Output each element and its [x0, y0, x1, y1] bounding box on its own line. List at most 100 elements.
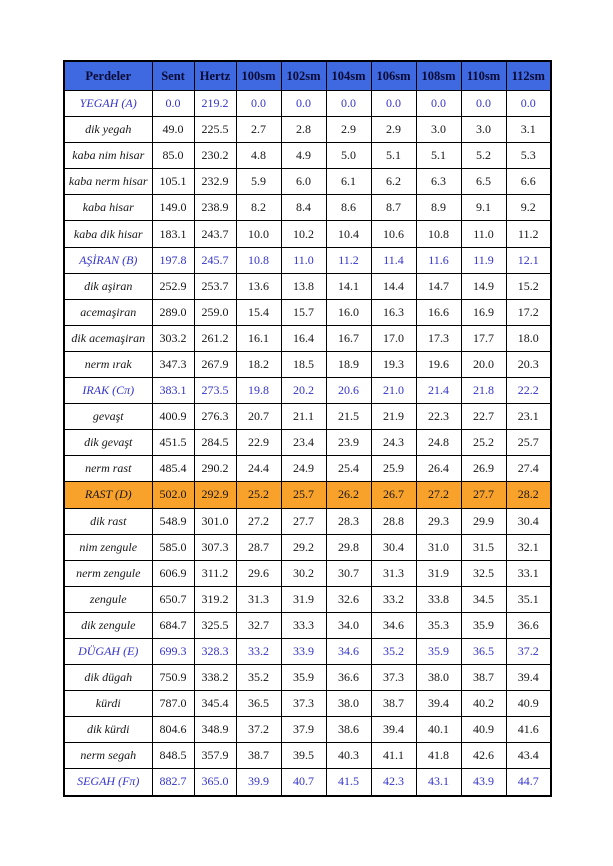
value-cell: 24.4	[235, 455, 282, 483]
perde-name-cell: dik yegah	[63, 116, 153, 144]
table-row: dik kürdi 804.6 348.9 37.2 37.9 38.6 39.4 40.1 4…	[63, 716, 552, 744]
value-cell: 10.6	[370, 220, 417, 248]
value-cell: 20.6	[325, 377, 372, 405]
value-cell: 32.7	[235, 611, 282, 639]
column-header: Hertz	[193, 60, 237, 91]
perde-name-cell: dik aşiran	[63, 272, 153, 300]
value-cell: 49.0	[151, 116, 195, 144]
value-cell: 24.3	[370, 429, 417, 457]
value-cell: 383.1	[151, 377, 195, 405]
value-cell: 276.3	[193, 403, 237, 431]
value-cell: 17.2	[505, 298, 552, 326]
table-row: AŞİRAN (B) 197.8 245.7 10.8 11.0 11.2 11.4 11.6…	[63, 246, 552, 274]
value-cell: 33.2	[235, 637, 282, 666]
table-row: kürdi 787.0 345.4 36.5 37.3 38.0 38.7 39.4 40.2 4…	[63, 690, 552, 718]
value-cell: 2.9	[370, 116, 417, 144]
perde-name-cell: nerm rast	[63, 455, 153, 483]
value-cell: 44.7	[505, 768, 552, 797]
table-row: dik yegah 49.0 225.5 2.7 2.8 2.9 2.9 3.0 3.0 3.1	[63, 116, 552, 144]
value-cell: 0.0	[370, 89, 417, 118]
value-cell: 19.6	[415, 350, 462, 379]
value-cell: 21.9	[370, 403, 417, 431]
value-cell: 8.7	[370, 194, 417, 222]
value-cell: 0.0	[505, 89, 552, 118]
value-cell: 41.8	[415, 742, 462, 770]
value-cell: 22.7	[460, 403, 507, 431]
value-cell: 650.7	[151, 585, 195, 613]
value-cell: 5.1	[370, 142, 417, 170]
value-cell: 33.1	[505, 559, 552, 587]
perde-name-cell: kaba dik hisar	[63, 220, 153, 248]
perde-name-cell: IRAK (Cπ)	[63, 377, 153, 405]
value-cell: 35.2	[370, 637, 417, 666]
value-cell: 39.5	[280, 742, 327, 770]
value-cell: 10.0	[235, 220, 282, 248]
column-header: 108sm	[415, 60, 462, 91]
value-cell: 31.9	[415, 559, 462, 587]
value-cell: 338.2	[193, 664, 237, 692]
value-cell: 289.0	[151, 298, 195, 326]
value-cell: 307.3	[193, 533, 237, 561]
value-cell: 35.9	[460, 611, 507, 639]
perde-pitch-table: Perdeler Sent Hertz 100sm 102sm 104sm 106sm 108…	[63, 60, 552, 797]
value-cell: 16.0	[325, 298, 372, 326]
value-cell: 32.1	[505, 533, 552, 561]
value-cell: 16.6	[415, 298, 462, 326]
value-cell: 451.5	[151, 429, 195, 457]
value-cell: 35.9	[280, 664, 327, 692]
value-cell: 24.9	[280, 455, 327, 483]
table-row: nerm zengule 606.9 311.2 29.6 30.2 30.7 31.3 31…	[63, 559, 552, 587]
value-cell: 39.4	[415, 690, 462, 718]
value-cell: 252.9	[151, 272, 195, 300]
value-cell: 10.2	[280, 220, 327, 248]
value-cell: 292.9	[193, 481, 237, 509]
value-cell: 11.9	[460, 246, 507, 274]
value-cell: 14.7	[415, 272, 462, 300]
value-cell: 34.5	[460, 585, 507, 613]
value-cell: 33.9	[280, 637, 327, 666]
value-cell: 606.9	[151, 559, 195, 587]
column-header: 102sm	[280, 60, 327, 91]
table-row: kaba dik hisar 183.1 243.7 10.0 10.2 10.4 10.6…	[63, 220, 552, 248]
value-cell: 15.4	[235, 298, 282, 326]
table-row: dik gevaşt 451.5 284.5 22.9 23.4 23.9 24.3 24.8…	[63, 429, 552, 457]
perde-name-cell: acemaşiran	[63, 298, 153, 326]
table-row: kaba hisar 149.0 238.9 8.2 8.4 8.6 8.7 8.9 9.1 9.…	[63, 194, 552, 222]
value-cell: 15.2	[505, 272, 552, 300]
value-cell: 20.0	[460, 350, 507, 379]
value-cell: 26.2	[325, 481, 372, 509]
value-cell: 20.7	[235, 403, 282, 431]
value-cell: 9.2	[505, 194, 552, 222]
value-cell: 3.0	[415, 116, 462, 144]
value-cell: 684.7	[151, 611, 195, 639]
table-row: kaba nim hisar 85.0 230.2 4.8 4.9 5.0 5.1 5.1 5.…	[63, 142, 552, 170]
perde-name-cell: SEGAH (Fπ)	[63, 768, 153, 797]
perde-name-cell: nim zengule	[63, 533, 153, 561]
value-cell: 848.5	[151, 742, 195, 770]
value-cell: 40.9	[460, 716, 507, 744]
table-row: dik dügah 750.9 338.2 35.2 35.9 36.6 37.3 38.0 3…	[63, 664, 552, 692]
table-header: Perdeler Sent Hertz 100sm 102sm 104sm 106sm 108…	[63, 60, 552, 91]
value-cell: 28.7	[235, 533, 282, 561]
value-cell: 25.7	[505, 429, 552, 457]
value-cell: 35.9	[415, 637, 462, 666]
column-header: 110sm	[460, 60, 507, 91]
value-cell: 17.0	[370, 324, 417, 352]
column-header: Sent	[151, 60, 195, 91]
value-cell: 0.0	[280, 89, 327, 118]
value-cell: 25.4	[325, 455, 372, 483]
value-cell: 34.6	[325, 637, 372, 666]
value-cell: 325.5	[193, 611, 237, 639]
value-cell: 21.4	[415, 377, 462, 405]
value-cell: 21.8	[460, 377, 507, 405]
value-cell: 5.9	[235, 168, 282, 196]
value-cell: 290.2	[193, 455, 237, 483]
value-cell: 31.0	[415, 533, 462, 561]
value-cell: 787.0	[151, 690, 195, 718]
value-cell: 232.9	[193, 168, 237, 196]
value-cell: 41.5	[325, 768, 372, 797]
value-cell: 29.2	[280, 533, 327, 561]
value-cell: 30.4	[505, 507, 552, 535]
value-cell: 35.3	[415, 611, 462, 639]
value-cell: 20.2	[280, 377, 327, 405]
